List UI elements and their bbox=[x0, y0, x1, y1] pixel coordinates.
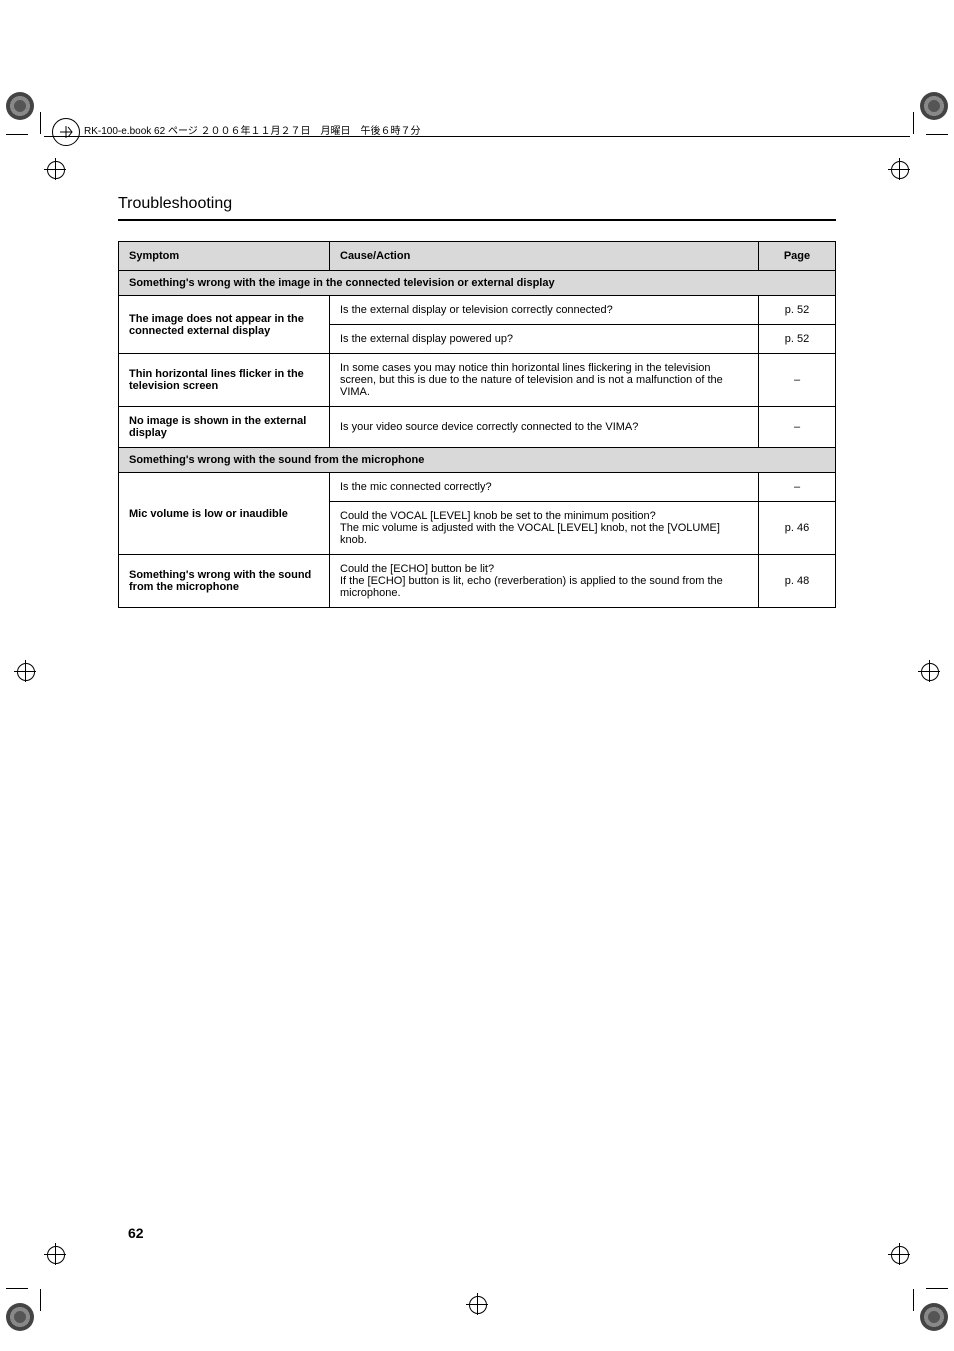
th-page: Page bbox=[759, 242, 836, 271]
table-row: Thin horizontal lines flicker in the tel… bbox=[119, 354, 836, 407]
table-row: No image is shown in the external displa… bbox=[119, 407, 836, 448]
symptom-cell: No image is shown in the external displa… bbox=[119, 407, 330, 448]
reg-right-bot bbox=[888, 1243, 910, 1265]
group-title: Something's wrong with the image in the … bbox=[119, 271, 836, 296]
cause-cell: Could the VOCAL [LEVEL] knob be set to t… bbox=[330, 502, 759, 555]
cause-cell: Is your video source device correctly co… bbox=[330, 407, 759, 448]
reg-left-mid bbox=[14, 660, 36, 682]
print-header-text: RK-100-e.book 62 ページ ２００６年１１月２７日 月曜日 午後６… bbox=[84, 122, 421, 137]
page-cell: p. 46 bbox=[759, 502, 836, 555]
page-cell: – bbox=[759, 354, 836, 407]
reg-left-bot bbox=[44, 1243, 66, 1265]
page-cell: p. 52 bbox=[759, 325, 836, 354]
table-row: Mic volume is low or inaudible Is the mi… bbox=[119, 473, 836, 502]
troubleshooting-table: Symptom Cause/Action Page Something's wr… bbox=[118, 241, 836, 608]
cause-cell: Is the external display powered up? bbox=[330, 325, 759, 354]
table-row: Something's wrong with the sound from th… bbox=[119, 555, 836, 608]
reg-left-top bbox=[44, 158, 66, 180]
symptom-cell: Something's wrong with the sound from th… bbox=[119, 555, 330, 608]
symptom-cell: Mic volume is low or inaudible bbox=[119, 473, 330, 555]
reg-right-top bbox=[888, 158, 910, 180]
th-cause: Cause/Action bbox=[330, 242, 759, 271]
group-title: Something's wrong with the sound from th… bbox=[119, 448, 836, 473]
print-corner-tl bbox=[6, 92, 34, 120]
cause-cell: In some cases you may notice thin horizo… bbox=[330, 354, 759, 407]
reg-bottom-center bbox=[466, 1293, 488, 1315]
page-number: 62 bbox=[128, 1225, 144, 1241]
reg-right-mid bbox=[918, 660, 940, 682]
page-cell: – bbox=[759, 473, 836, 502]
cause-cell: Could the [ECHO] button be lit? If the [… bbox=[330, 555, 759, 608]
cause-cell: Is the external display or television co… bbox=[330, 296, 759, 325]
th-symptom: Symptom bbox=[119, 242, 330, 271]
table-header-row: Symptom Cause/Action Page bbox=[119, 242, 836, 271]
table-row: The image does not appear in the connect… bbox=[119, 296, 836, 325]
symptom-cell: The image does not appear in the connect… bbox=[119, 296, 330, 354]
print-corner-tr bbox=[920, 92, 948, 120]
book-page-icon bbox=[52, 118, 80, 146]
page-content: Troubleshooting Symptom Cause/Action Pag… bbox=[118, 195, 836, 608]
page-cell: p. 48 bbox=[759, 555, 836, 608]
symptom-cell: Thin horizontal lines flicker in the tel… bbox=[119, 354, 330, 407]
cause-cell: Is the mic connected correctly? bbox=[330, 473, 759, 502]
page-cell: – bbox=[759, 407, 836, 448]
page-cell: p. 52 bbox=[759, 296, 836, 325]
print-corner-br bbox=[920, 1303, 948, 1331]
section-rule bbox=[118, 219, 836, 221]
print-corner-bl bbox=[6, 1303, 34, 1331]
section-title: Troubleshooting bbox=[118, 195, 836, 213]
header-rule bbox=[44, 136, 910, 137]
